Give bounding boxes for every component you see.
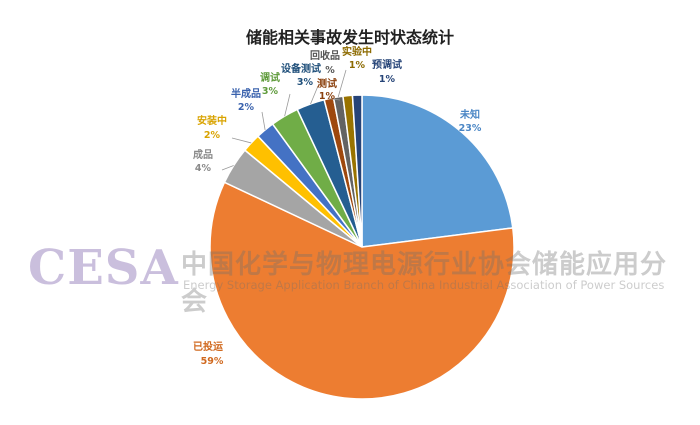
slice-label-name-8: 回收品 [310, 49, 340, 62]
slice-label-name-2: 成品 [193, 148, 213, 161]
slice-label-pct-10: 1% [379, 74, 396, 85]
slice-label-pct-9: 1% [349, 60, 366, 71]
pie-slices [209, 94, 515, 400]
slice-label-pct-5: 3% [262, 86, 279, 97]
slice-label-name-1: 已投运 [193, 340, 223, 353]
leader-line-4 [261, 111, 266, 130]
chart-title: 储能相关事故发生时状态统计 [245, 28, 454, 47]
slice-label-pct-3: 2% [204, 130, 221, 141]
leader-line-3 [231, 137, 252, 144]
slice-label-pct-8: % [325, 65, 335, 76]
slice-label-name-5: 调试 [260, 71, 280, 84]
slice-label-name-9: 实验中 [342, 45, 372, 58]
pie-slice-0 [361, 94, 514, 248]
slice-label-pct-1: 59% [201, 356, 224, 367]
slice-label-pct-6: 3% [297, 77, 314, 88]
leader-lines [221, 69, 347, 171]
leader-line-8 [337, 69, 347, 97]
slice-label-name-6: 设备测试 [281, 62, 321, 75]
slice-label-pct-4: 2% [238, 102, 255, 113]
leader-line-6 [310, 85, 319, 105]
slice-label-name-0: 未知 [459, 108, 480, 121]
pie-slice-10 [351, 94, 363, 248]
slice-label-pct-7: 1% [319, 91, 336, 102]
slice-label-name-10: 预调试 [372, 58, 402, 71]
slice-label-name-7: 测试 [317, 77, 337, 90]
leader-line-7 [328, 98, 341, 101]
slice-label-name-3: 安装中 [197, 114, 227, 127]
slice-label-pct-2: 4% [195, 163, 212, 174]
pie-slice-1 [209, 181, 515, 400]
leader-line-5 [284, 93, 291, 117]
slice-label-pct-0: 23% [459, 123, 482, 134]
slice-label-name-4: 半成品 [231, 87, 261, 100]
leader-line-2 [221, 165, 234, 171]
